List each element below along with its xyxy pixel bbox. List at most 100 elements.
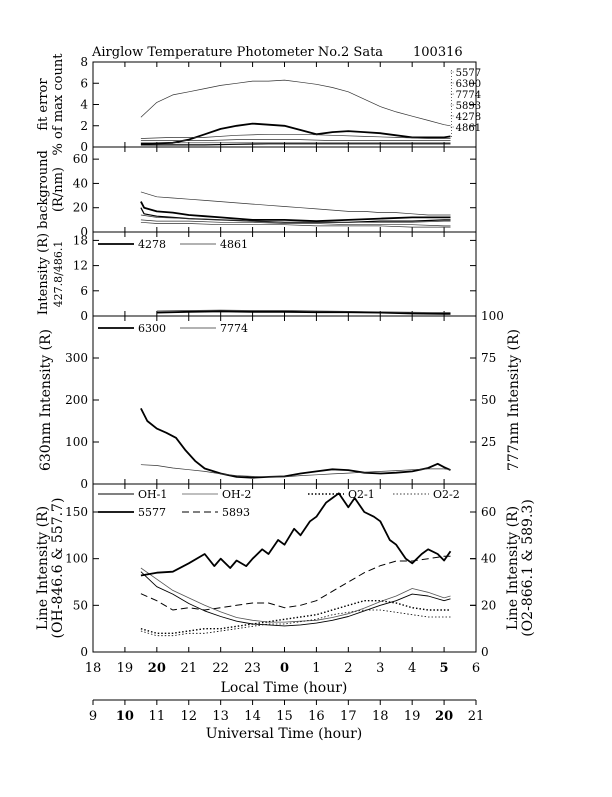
y-right-tick-label: 0 [481, 645, 489, 659]
series-line-5577 [140, 492, 452, 577]
series-line-p1-3 [140, 214, 451, 223]
y-axis-label: Intensity (R) [36, 233, 51, 315]
x-universal-tick-label: 10 [116, 709, 134, 724]
x-local-tick-label: 3 [376, 661, 384, 676]
y-axis-sublabel: (R/nm) [51, 167, 66, 212]
x-universal-tick-label: 21 [468, 709, 485, 724]
y-right-axis-label: 777nm Intensity (R) [506, 329, 522, 471]
x-universal-tick-label: 20 [435, 709, 453, 724]
y-right-tick-label: 40 [481, 552, 496, 566]
x-universal-tick-label: 18 [372, 709, 389, 724]
series-line-4278 [156, 310, 451, 315]
end-label: 7774 [456, 90, 481, 101]
legend-label: O2-1 [348, 488, 375, 501]
y-tick-label: 100 [65, 435, 88, 449]
x-universal-tick-label: 16 [308, 709, 325, 724]
x-universal-tick-label: 9 [89, 709, 97, 724]
legend-label: 6300 [138, 322, 166, 335]
end-label: 5577 [456, 68, 481, 79]
y-axis-label: fit error [36, 78, 51, 131]
y-tick-label: 6 [80, 284, 88, 298]
series-line-oh-1 [140, 571, 451, 627]
y-tick-label: 20 [73, 201, 88, 215]
y-axis-sublabel: % of max count [51, 53, 66, 156]
series-line-p0-0 [140, 79, 451, 127]
panel-frame [92, 315, 477, 485]
series-line-4861 [156, 309, 451, 313]
x-universal-tick-label: 12 [180, 709, 197, 724]
x-local-tick-label: 21 [180, 661, 197, 676]
y-right-tick-label: 75 [481, 351, 496, 365]
series-line-oh-2 [140, 567, 451, 623]
y-axis-label: 630nm Intensity (R) [38, 329, 54, 471]
series-line-p1-5 [140, 221, 451, 228]
x-local-tick-label: 18 [85, 661, 102, 676]
y-right-tick-label: 25 [481, 435, 496, 449]
y-axis-label: background [36, 150, 51, 229]
x-universal-tick-label: 13 [212, 709, 229, 724]
y-right-tick-label: 50 [481, 393, 496, 407]
y-tick-label: 2 [80, 119, 88, 133]
y-tick-label: 40 [73, 176, 88, 190]
x-universal-tick-label: 17 [340, 709, 357, 724]
series-line-p0-3 [140, 139, 451, 141]
series-line-p1-4 [140, 219, 451, 227]
series-line-p1-0 [140, 191, 451, 216]
legend-label: 7774 [220, 322, 248, 335]
series-line-o2-2 [140, 609, 451, 637]
chart-title: Airglow Temperature Photometer No.2 Sata [91, 45, 383, 60]
y-tick-label: 150 [65, 505, 88, 519]
end-label: 4278 [456, 112, 481, 123]
x-local-tick-label: 4 [408, 661, 416, 676]
series-line-p0-1 [140, 122, 451, 145]
x-local-tick-label: 5 [440, 661, 449, 676]
x-local-tick-label: 22 [212, 661, 229, 676]
series-line-p1-1 [140, 201, 451, 223]
x-local-tick-label: 19 [117, 661, 134, 676]
x-local-tick-label: 2 [344, 661, 352, 676]
x-local-tick-label: 20 [148, 661, 166, 676]
series-line-p0-2 [140, 133, 451, 139]
y-tick-label: 0 [80, 225, 88, 239]
x-universal-tick-label: 14 [244, 709, 261, 724]
y-tick-label: 50 [73, 598, 88, 612]
legend-label: O2-2 [433, 488, 460, 501]
legend-label: 5577 [138, 506, 166, 519]
y-axis-sublabel: (OH-846.6 & 557.7) [50, 498, 66, 639]
y-axis-label: Line Intensity (R) [35, 506, 51, 630]
y-right-tick-label: 20 [481, 598, 496, 612]
legend-label: OH-1 [138, 488, 167, 501]
legend-label: 4278 [138, 238, 166, 251]
x-local-axis-label: Local Time (hour) [221, 680, 348, 696]
end-label: 6300 [456, 79, 481, 90]
x-local-tick-label: 1 [312, 661, 320, 676]
legend-label: OH-2 [222, 488, 251, 501]
y-right-tick-label: 100 [481, 309, 504, 323]
series-line-5893 [140, 555, 451, 611]
y-tick-label: 0 [80, 140, 88, 154]
series-line-p0-5 [140, 143, 451, 146]
end-label: 4861 [456, 123, 481, 134]
y-tick-label: 300 [65, 351, 88, 365]
y-tick-label: 60 [73, 152, 88, 166]
y-tick-label: 200 [65, 393, 88, 407]
legend-label: 5893 [222, 506, 250, 519]
y-tick-label: 8 [80, 55, 88, 69]
y-right-axis-label: Line Intensity (R) [505, 506, 521, 630]
x-local-tick-label: 0 [280, 661, 289, 676]
y-tick-label: 0 [80, 645, 88, 659]
series-line-o2-1 [140, 600, 451, 634]
y-tick-label: 18 [73, 233, 88, 247]
x-universal-axis-label: Universal Time (hour) [206, 726, 363, 742]
y-tick-label: 100 [65, 552, 88, 566]
x-local-tick-label: 23 [244, 661, 261, 676]
y-axis-sublabel: 427.8/486.1 [52, 241, 65, 308]
x-universal-tick-label: 11 [149, 709, 166, 724]
x-universal-tick-label: 15 [276, 709, 293, 724]
y-right-axis-sublabel: (O2-866.1 & 589.3) [520, 499, 536, 637]
y-tick-label: 12 [73, 259, 88, 273]
y-tick-label: 0 [80, 309, 88, 323]
end-label: 5893 [456, 101, 481, 112]
